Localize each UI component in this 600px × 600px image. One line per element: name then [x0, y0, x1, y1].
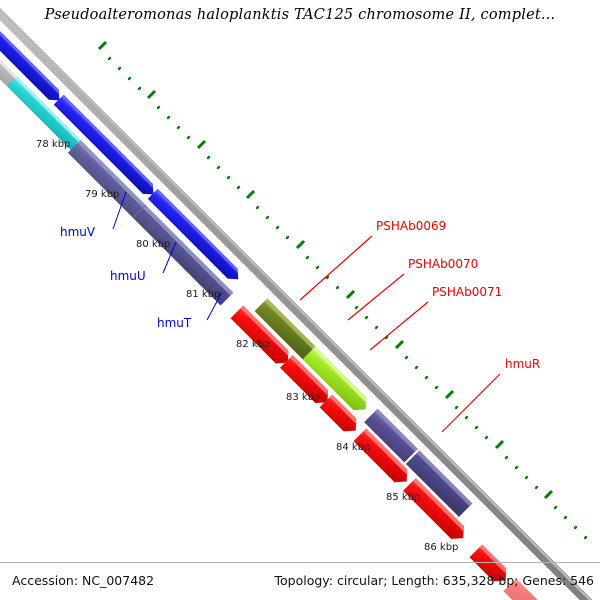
- gene-blue-2[interactable]: [53, 94, 159, 200]
- status-bar: Accession: NC_007482 Topology: circular;…: [0, 562, 600, 600]
- gene-slate-hmuU[interactable]: [67, 140, 234, 306]
- gene-blue-1[interactable]: [0, 0, 64, 105]
- gene-label-PSHAb0069[interactable]: PSHAb0069: [299, 219, 446, 301]
- gene-red-PSHAb0071[interactable]: [230, 305, 363, 437]
- gene-label-text: hmuU: [110, 269, 146, 283]
- genome-stats-label: Topology: circular; Length: 635,328 bp; …: [274, 573, 595, 588]
- ruler-ticks: [97, 40, 588, 540]
- ruler-labels: 78 kbp 79 kbp 80 kbp 81 kbp 82 kbp 83 kb…: [36, 139, 458, 553]
- gene-label-hmuU[interactable]: hmuU: [110, 241, 177, 283]
- leader-line: [441, 373, 501, 433]
- leader-line: [162, 241, 177, 274]
- gene-silver-upper[interactable]: [0, 8, 19, 88]
- gene-slate-hmuR[interactable]: [364, 408, 473, 517]
- ruler-label: 78 kbp: [36, 139, 70, 150]
- leader-line: [112, 191, 127, 230]
- leader-line: [206, 291, 223, 321]
- ruler-label: 86 kbp: [424, 542, 458, 553]
- ruler-label: 79 kbp: [85, 189, 119, 200]
- ruler-label: 85 kbp: [386, 492, 420, 503]
- gene-label-text: PSHAb0070: [408, 257, 478, 271]
- gene-olive-PSHAb0069[interactable]: [254, 298, 317, 361]
- gene-label-text: PSHAb0069: [376, 219, 446, 233]
- gene-label-hmuV[interactable]: hmuV: [60, 191, 127, 239]
- ruler-label: 83 kbp: [286, 392, 320, 403]
- ruler-label: 80 kbp: [136, 239, 170, 250]
- leader-line: [347, 273, 405, 321]
- gene-label-text: hmuV: [60, 225, 96, 239]
- leader-line: [299, 235, 373, 301]
- gene-cyan-hmuV[interactable]: [7, 76, 97, 166]
- gene-blue-3[interactable]: [147, 188, 243, 284]
- accession-label: Accession: NC_007482: [12, 573, 155, 588]
- gene-chartreuse-PSHAb0070[interactable]: [302, 346, 372, 415]
- leader-line: [369, 301, 429, 351]
- ruler-label: 84 kbp: [336, 442, 370, 453]
- gene-label-text: hmuT: [157, 316, 192, 330]
- gene-label-PSHAb0070[interactable]: PSHAb0070: [347, 257, 478, 321]
- gene-red-lower[interactable]: [353, 428, 544, 600]
- gene-label-text: hmuR: [505, 357, 540, 371]
- gene-label-text: PSHAb0071: [432, 285, 502, 299]
- gene-label-PSHAb0071[interactable]: PSHAb0071: [369, 285, 502, 351]
- ruler-label: 82 kbp: [236, 339, 270, 350]
- ruler-label: 81 kbp: [186, 289, 220, 300]
- gene-label-hmuT[interactable]: hmuT: [157, 291, 223, 330]
- gene-label-hmuR[interactable]: hmuR: [441, 357, 540, 433]
